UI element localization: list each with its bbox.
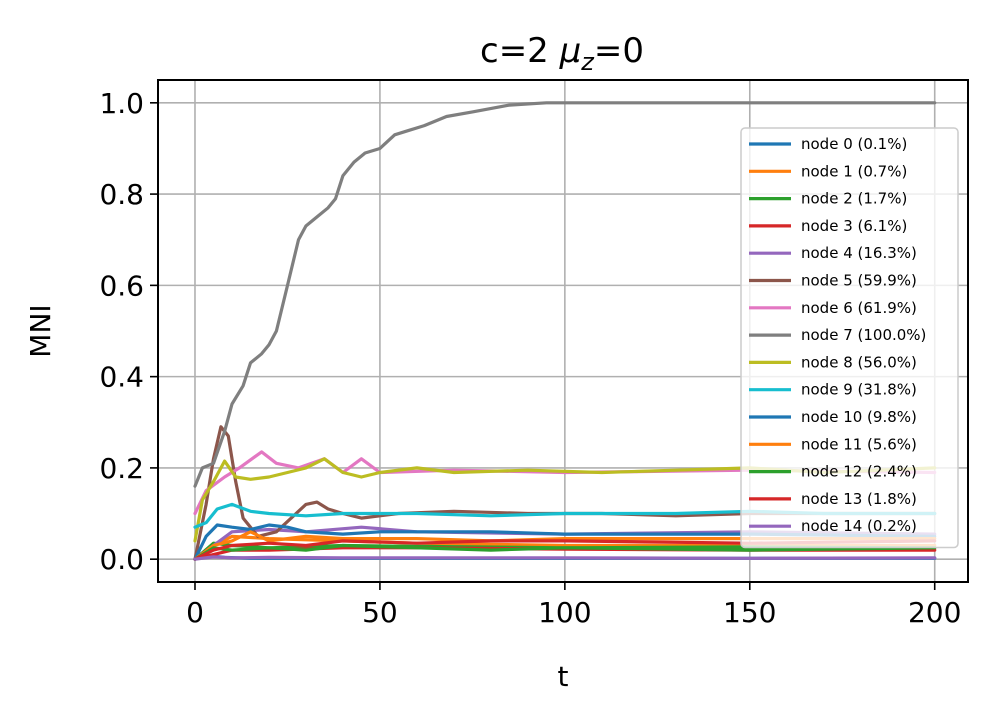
legend-label-node-12: node 12 (2.4%) (801, 463, 917, 481)
series-line-node-7 (193, 101, 937, 488)
y-tick-label: 1.0 (99, 87, 144, 120)
y-tick-label: 0.6 (99, 269, 144, 302)
series-line-node-13 (193, 539, 937, 561)
legend-label-node-5: node 5 (59.9%) (801, 272, 917, 290)
x-tick-label: 200 (908, 596, 961, 629)
series-lines (193, 101, 937, 561)
legend-label-node-14: node 14 (0.2%) (801, 517, 917, 535)
legend-label-node-4: node 4 (16.3%) (801, 244, 917, 262)
series-line-node-9 (193, 502, 937, 529)
legend-label-node-0: node 0 (0.1%) (801, 135, 907, 153)
x-tick-label: 150 (723, 596, 776, 629)
plot-frame (157, 79, 969, 583)
series-line-node-12 (193, 543, 937, 561)
title-main: c=2 (480, 31, 560, 71)
y-tick-label: 0.2 (99, 452, 144, 485)
legend-label-node-11: node 11 (5.6%) (801, 435, 917, 453)
legend-label-node-10: node 10 (9.8%) (801, 408, 917, 426)
series-line-node-10 (193, 523, 937, 561)
legend-label-node-7: node 7 (100.0%) (801, 326, 926, 344)
title-mu: μ (559, 31, 582, 71)
chart-title: c=2 μz=0 (480, 31, 644, 76)
title-subscript: z (580, 48, 595, 76)
x-axis-label: t (558, 660, 569, 693)
legend-label-node-1: node 1 (0.7%) (801, 162, 907, 180)
legend-label-node-13: node 13 (1.8%) (801, 490, 917, 508)
title-tail: =0 (594, 31, 644, 71)
legend-label-node-2: node 2 (1.7%) (801, 190, 907, 208)
y-tick-label: 0.4 (99, 361, 144, 394)
y-tick-label: 0.8 (99, 178, 144, 211)
x-tick-label: 100 (538, 596, 591, 629)
legend: node 0 (0.1%) node 1 (0.7%) node 2 (1.7%) n… (740, 127, 959, 549)
axis-ticks: 0 50 100 150 200 0.0 0.2 0.4 0.6 0.8 1.0 (99, 87, 961, 629)
series-line-node-11 (193, 530, 937, 561)
x-tick-label: 50 (362, 596, 398, 629)
x-tick-label: 0 (186, 596, 204, 629)
legend-label-node-9: node 9 (31.8%) (801, 381, 917, 399)
y-axis-label: MNI (24, 304, 57, 357)
legend-box (740, 127, 959, 549)
series-line-node-8 (193, 457, 937, 543)
legend-label-node-6: node 6 (61.9%) (801, 299, 917, 317)
legend-label-node-8: node 8 (56.0%) (801, 353, 917, 371)
legend-label-node-3: node 3 (6.1%) (801, 217, 907, 235)
series-line-node-14 (193, 555, 937, 561)
y-tick-label: 0.0 (99, 543, 144, 576)
